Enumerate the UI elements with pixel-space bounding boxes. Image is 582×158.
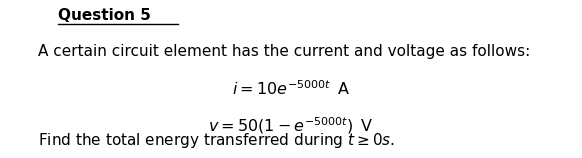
Text: $i = 10e^{-5000t}\,$ A: $i = 10e^{-5000t}\,$ A [232,79,350,98]
Text: Question 5: Question 5 [58,8,151,23]
Text: A certain circuit element has the current and voltage as follows:: A certain circuit element has the curren… [38,44,530,59]
Text: Find the total energy transferred during $t \geq 0s$.: Find the total energy transferred during… [38,131,395,150]
Text: $v = 50(1 - e^{-5000t})\,$ V: $v = 50(1 - e^{-5000t})\,$ V [208,115,374,136]
